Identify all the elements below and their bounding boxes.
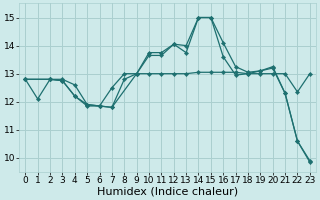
X-axis label: Humidex (Indice chaleur): Humidex (Indice chaleur) (97, 187, 238, 197)
